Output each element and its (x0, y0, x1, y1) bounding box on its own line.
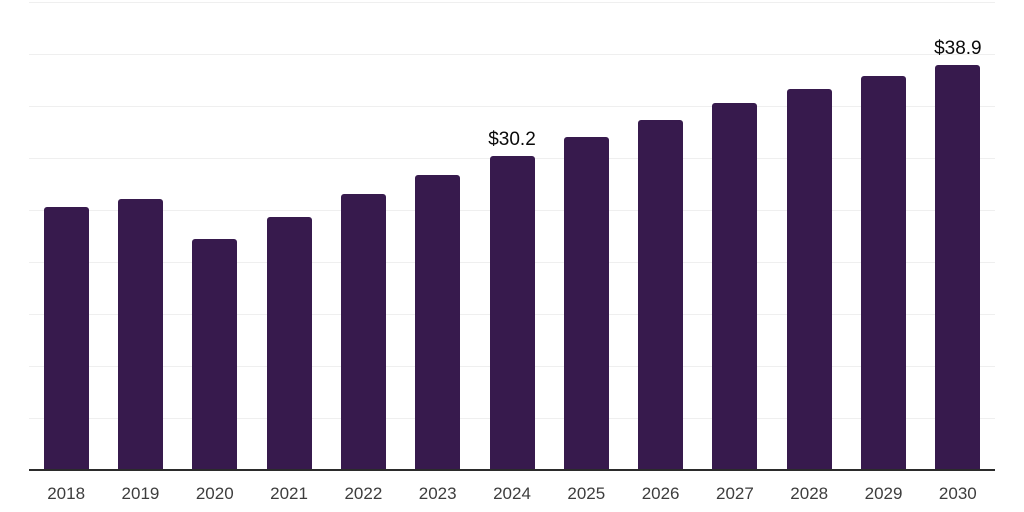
x-tick-2020: 2020 (195, 484, 234, 503)
bar-2024[interactable] (489, 155, 535, 470)
bar-2020[interactable] (192, 239, 238, 470)
bar-2030[interactable] (935, 65, 981, 470)
x-tick-2026: 2026 (641, 484, 680, 503)
x-tick-2022: 2022 (344, 484, 383, 503)
bar-2029[interactable] (861, 75, 907, 470)
x-tick-2025: 2025 (567, 484, 606, 503)
bar-2022[interactable] (340, 194, 386, 470)
bar-2026[interactable] (638, 119, 684, 470)
x-axis-line (29, 469, 995, 471)
x-tick-2023: 2023 (418, 484, 457, 503)
x-tick-2019: 2019 (121, 484, 160, 503)
x-tick-2021: 2021 (270, 484, 308, 503)
x-tick-2030: 2030 (938, 484, 977, 503)
x-tick-2024: 2024 (493, 484, 531, 503)
x-tick-2027: 2027 (716, 484, 754, 503)
value-label-2024: $30.2 (488, 128, 536, 150)
gridline (29, 54, 995, 55)
gridline (29, 106, 995, 107)
bar-2021[interactable] (266, 217, 312, 470)
bar-2025[interactable] (563, 137, 609, 470)
bar-2018[interactable] (43, 206, 89, 470)
gridline (29, 2, 995, 3)
x-tick-2018: 2018 (47, 484, 86, 503)
value-label-2030: $38.9 (934, 38, 982, 60)
x-tick-2028: 2028 (790, 484, 829, 503)
bar-2019[interactable] (117, 198, 163, 470)
bar-2028[interactable] (786, 89, 832, 470)
bar-2023[interactable] (415, 174, 461, 470)
bar-2027[interactable] (712, 102, 758, 470)
x-tick-2029: 2029 (864, 484, 903, 503)
